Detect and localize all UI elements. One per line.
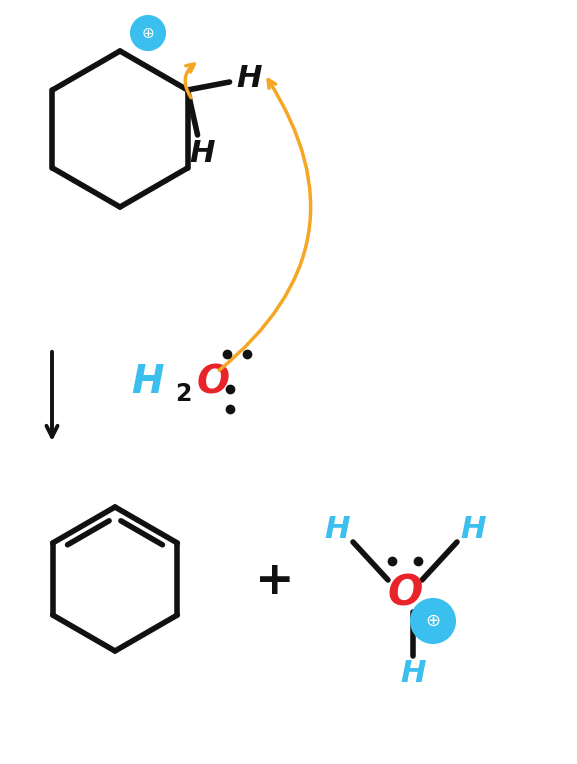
Text: H: H — [190, 138, 215, 167]
FancyArrowPatch shape — [185, 64, 194, 98]
Text: H: H — [324, 516, 350, 545]
Text: H: H — [237, 63, 263, 92]
Text: H: H — [131, 363, 163, 401]
Text: H: H — [400, 659, 426, 688]
Text: O: O — [197, 363, 230, 401]
Text: $\oplus$: $\oplus$ — [141, 25, 155, 40]
Circle shape — [131, 16, 165, 50]
Text: H: H — [460, 516, 486, 545]
Circle shape — [411, 599, 455, 643]
Text: O: O — [387, 573, 423, 615]
FancyArrowPatch shape — [219, 79, 310, 371]
Text: 2: 2 — [175, 382, 191, 406]
Text: +: + — [255, 559, 295, 604]
Text: $\oplus$: $\oplus$ — [425, 612, 441, 630]
